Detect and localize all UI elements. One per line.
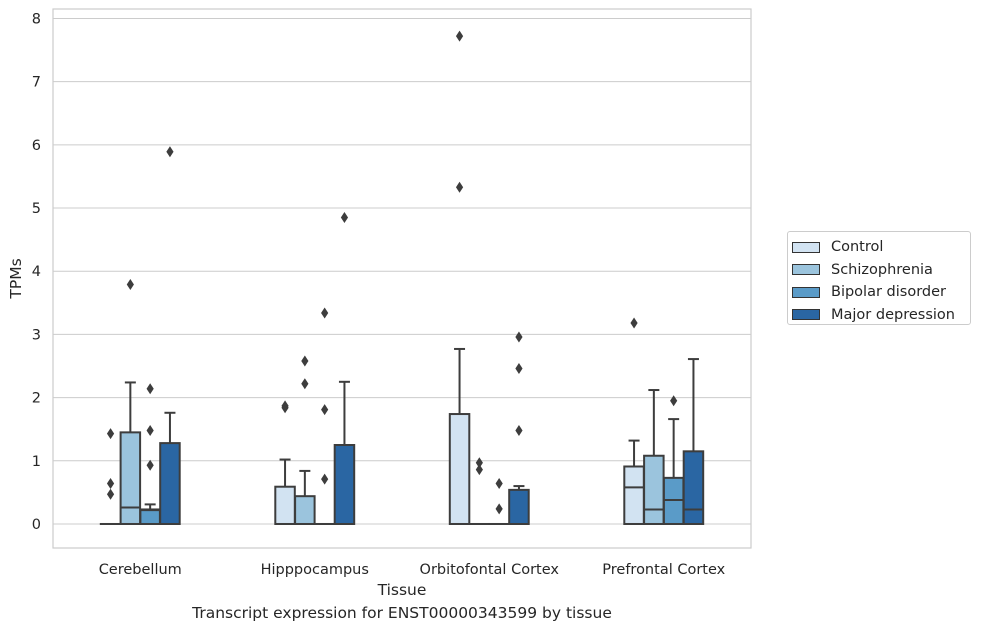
box <box>644 456 664 524</box>
outlier-point <box>456 31 463 42</box>
legend-label: Major depression <box>831 307 955 323</box>
outlier-point <box>147 460 154 471</box>
outlier-point <box>496 503 503 514</box>
legend-item-schizophrenia: Schizophrenia <box>792 259 970 282</box>
legend-label: Schizophrenia <box>831 262 933 278</box>
x-tick-label: Prefrontal Cortex <box>602 562 725 578</box>
box <box>509 490 529 524</box>
y-tick-label: 1 <box>32 454 41 470</box>
outlier-point <box>321 474 328 485</box>
box <box>684 451 704 524</box>
outlier-point <box>515 363 522 374</box>
y-tick-label: 4 <box>32 264 41 280</box>
box <box>140 509 160 524</box>
y-tick-label: 5 <box>32 201 41 217</box>
outlier-point <box>301 378 308 389</box>
y-axis-label: TPMs <box>7 258 25 299</box>
x-axis-label: Tissue <box>377 581 427 599</box>
outlier-point <box>515 331 522 342</box>
legend-swatch-bipolar-disorder <box>792 287 820 298</box>
x-tick-label: Orbitofontal Cortex <box>420 562 560 578</box>
legend-label: Bipolar disorder <box>831 284 946 300</box>
outlier-point <box>321 307 328 318</box>
y-tick-label: 2 <box>32 391 41 407</box>
outlier-point <box>107 489 114 500</box>
outlier-point <box>166 146 173 157</box>
outlier-point <box>127 279 134 290</box>
y-tick-label: 8 <box>32 11 41 27</box>
outlier-point <box>515 425 522 436</box>
outlier-point <box>107 478 114 489</box>
outlier-point <box>281 400 288 411</box>
legend-item-bipolar-disorder: Bipolar disorder <box>792 281 970 304</box>
legend-swatch-schizophrenia <box>792 264 820 275</box>
outlier-point <box>341 212 348 223</box>
legend-label: Control <box>831 239 883 255</box>
x-tick-label: Cerebellum <box>99 562 182 578</box>
y-tick-label: 0 <box>32 517 41 533</box>
outlier-point <box>670 395 677 406</box>
outlier-point <box>630 318 637 329</box>
y-tick-label: 6 <box>32 138 41 154</box>
outlier-point <box>147 425 154 436</box>
box <box>160 443 180 524</box>
outlier-point <box>301 355 308 366</box>
chart-title: Transcript expression for ENST0000034359… <box>0 604 804 622</box>
box <box>295 496 315 524</box>
legend-swatch-major-depression <box>792 309 820 320</box>
box <box>275 487 295 524</box>
legend: Control Schizophrenia Bipolar disorder M… <box>787 231 971 325</box>
outlier-point <box>496 478 503 489</box>
box <box>121 432 141 524</box>
outlier-point <box>476 457 483 468</box>
box <box>335 445 355 524</box>
outlier-point <box>456 182 463 193</box>
legend-item-major-depression: Major depression <box>792 304 970 327</box>
legend-swatch-control <box>792 242 820 253</box>
outlier-point <box>321 404 328 415</box>
box <box>450 414 470 524</box>
box <box>624 466 644 524</box>
y-tick-label: 7 <box>32 75 41 91</box>
y-tick-label: 3 <box>32 327 41 343</box>
x-tick-label: Hipppocampus <box>261 562 369 578</box>
outlier-point <box>147 383 154 394</box>
outlier-point <box>107 428 114 439</box>
legend-item-control: Control <box>792 236 970 259</box>
